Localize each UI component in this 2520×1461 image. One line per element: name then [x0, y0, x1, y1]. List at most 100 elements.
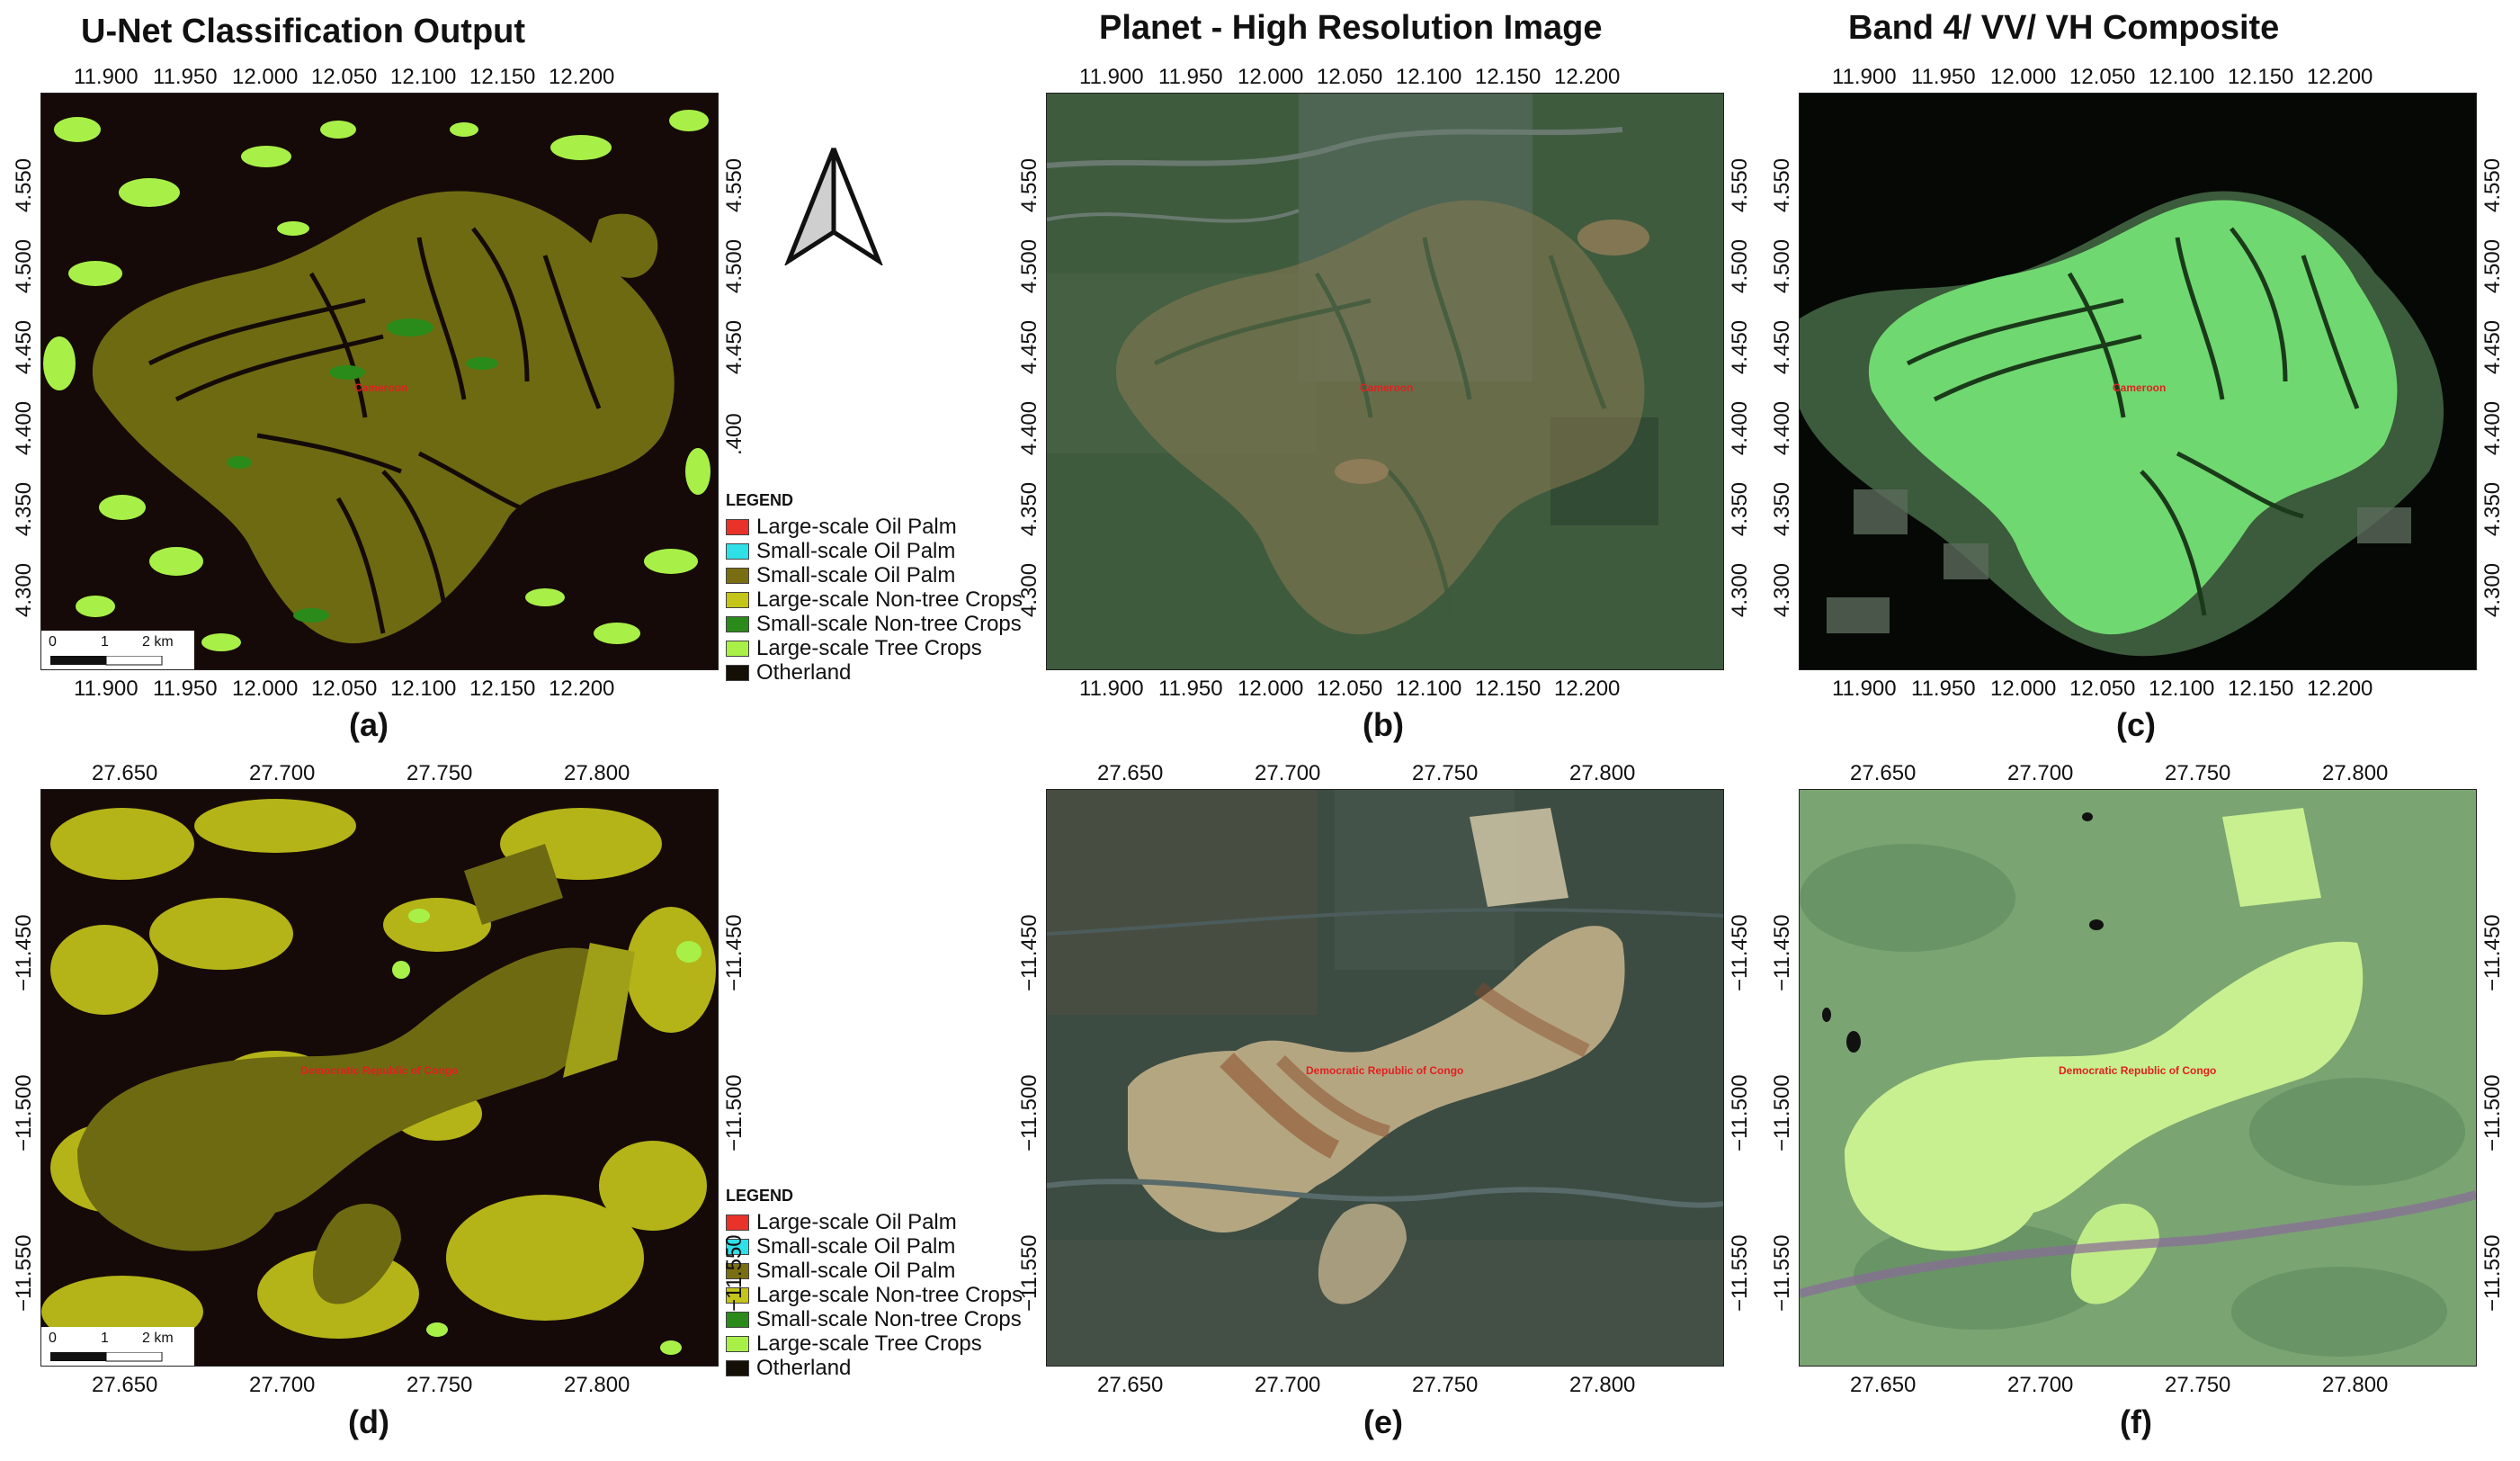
legend-label: Small-scale Oil Palm	[756, 563, 956, 587]
lat-tick-left: 4.350	[1770, 481, 1794, 536]
legend-label: Large-scale Non-tree Crops	[756, 1283, 1023, 1307]
lon-tick-top: 12.150	[469, 65, 536, 89]
lon-tick-bottom: 27.800	[1569, 1373, 1636, 1397]
lon-tick-bottom: 12.150	[2228, 677, 2294, 701]
lat-tick-left: −11.550	[12, 1234, 36, 1312]
lon-tick-top: 27.750	[407, 761, 473, 785]
lat-tick-right: 4.450	[722, 319, 746, 374]
lon-tick-top: 27.800	[1569, 761, 1636, 785]
lat-tick-left: 4.400	[12, 400, 36, 455]
lon-tick-bottom: 12.100	[390, 677, 457, 701]
lon-tick-top: 11.900	[1832, 65, 1897, 89]
lon-tick-bottom: 12.200	[549, 677, 615, 701]
legend-item: Large-scale Non-tree Crops	[726, 587, 1023, 612]
title-unet: U-Net Classification Output	[81, 13, 526, 50]
place-label-cameroon-a: Cameroon	[354, 381, 408, 394]
lon-tick-bottom: 11.900	[74, 677, 139, 701]
lon-tick-bottom: 12.150	[469, 677, 536, 701]
lat-tick-right: 4.550	[2480, 157, 2505, 212]
lon-tick-bottom: 12.050	[2069, 677, 2136, 701]
legend-items: Large-scale Oil Palm Small-scale Oil Palm…	[726, 515, 1023, 685]
lon-tick-bottom: 27.750	[407, 1373, 473, 1397]
lat-tick-right: 4.400	[1728, 400, 1752, 455]
lon-tick-top: 12.100	[390, 65, 457, 89]
lat-tick-right: 4.500	[1728, 238, 1752, 293]
legend-swatch	[726, 1335, 749, 1352]
lat-tick-right: −11.550	[722, 1234, 746, 1312]
lon-tick-bottom: 12.100	[2149, 677, 2215, 701]
lon-tick-top: 11.950	[153, 65, 218, 89]
place-label-drc-d: Democratic Republic of Congo	[300, 1064, 459, 1077]
map-composite-cameroon: Cameroon	[1799, 93, 2477, 670]
legend-item: Small-scale Non-tree Crops	[726, 1307, 1023, 1331]
lat-tick-right: 4.550	[722, 157, 746, 212]
lon-tick-bottom: 11.950	[153, 677, 218, 701]
lat-tick-left: −11.500	[12, 1074, 36, 1152]
legend-swatch	[726, 1214, 749, 1231]
lat-tick-left: −11.500	[1017, 1074, 1041, 1152]
place-label-drc-e: Democratic Republic of Congo	[1306, 1064, 1464, 1077]
panel-label-c: (c)	[2116, 706, 2156, 743]
lon-tick-bottom: 27.700	[249, 1373, 316, 1397]
lon-tick-top: 12.100	[2149, 65, 2215, 89]
legend-item: Large-scale Oil Palm	[726, 515, 1023, 539]
title-planet: Planet - High Resolution Image	[1099, 9, 1603, 47]
lon-tick-top: 12.200	[2307, 65, 2373, 89]
lat-tick-left: 4.500	[12, 238, 36, 293]
lon-tick-bottom: 27.700	[1255, 1373, 1321, 1397]
lon-tick-top: 27.750	[1412, 761, 1479, 785]
lon-tick-top: 27.650	[92, 761, 158, 785]
lon-tick-top: 27.800	[564, 761, 630, 785]
place-label-cameroon-c: Cameroon	[2113, 381, 2167, 394]
legend-label: Small-scale Non-tree Crops	[756, 612, 1022, 636]
legend-swatch	[726, 1286, 749, 1304]
lon-tick-top: 12.050	[1317, 65, 1383, 89]
place-label-cameroon-b: Cameroon	[1360, 381, 1414, 394]
legend-swatch	[726, 591, 749, 608]
lat-tick-left: −11.550	[1770, 1234, 1794, 1312]
lat-tick-left: 4.500	[1017, 238, 1041, 293]
lat-tick-left: 4.300	[1770, 562, 1794, 617]
lat-tick-right: −11.450	[1728, 914, 1752, 991]
legend-label: Small-scale Oil Palm	[756, 1259, 956, 1283]
legend-label: Small-scale Oil Palm	[756, 539, 956, 563]
lat-tick-left: 4.550	[1770, 157, 1794, 212]
lon-tick-top: 27.750	[2165, 761, 2231, 785]
lon-tick-bottom: 27.750	[2165, 1373, 2231, 1397]
lon-tick-bottom: 27.650	[1097, 1373, 1164, 1397]
lon-tick-bottom: 12.100	[1396, 677, 1462, 701]
lat-tick-left: 4.400	[1770, 400, 1794, 455]
legend-item: Large-scale Tree Crops	[726, 636, 1023, 660]
legend-row2: LEGEND Large-scale Oil Palm Small-scale O…	[726, 1184, 1023, 1380]
legend-label: Large-scale Oil Palm	[756, 515, 957, 539]
legend-label: Large-scale Non-tree Crops	[756, 587, 1023, 612]
lon-tick-top: 12.000	[1990, 65, 2057, 89]
legend-item: Small-scale Oil Palm	[726, 1259, 1023, 1283]
legend-item: Large-scale Oil Palm	[726, 1210, 1023, 1234]
lat-tick-left: 4.300	[1017, 562, 1041, 617]
lon-tick-top: 12.200	[1554, 65, 1621, 89]
lon-tick-bottom: 11.950	[1158, 677, 1223, 701]
lon-tick-top: 12.200	[549, 65, 615, 89]
legend-swatch	[726, 664, 749, 681]
legend-item: Small-scale Non-tree Crops	[726, 612, 1023, 636]
lon-tick-bottom: 27.800	[2322, 1373, 2389, 1397]
scale-bar-d: 0 1 2 km	[41, 1327, 194, 1366]
lat-tick-right: −11.500	[722, 1074, 746, 1152]
scale-label-1: 1	[101, 1331, 109, 1346]
lat-tick-right: 4.500	[2480, 238, 2505, 293]
lat-tick-left: −11.450	[1017, 914, 1041, 991]
lat-tick-right: −11.500	[2480, 1074, 2505, 1152]
legend-label: Large-scale Oil Palm	[756, 1210, 957, 1234]
title-composite: Band 4/ VV/ VH Composite	[1848, 9, 2280, 47]
lon-tick-bottom: 27.800	[564, 1373, 630, 1397]
lat-tick-left: 4.450	[12, 319, 36, 374]
legend-swatch	[726, 1311, 749, 1328]
lon-tick-bottom: 27.650	[92, 1373, 158, 1397]
lon-tick-top: 11.950	[1158, 65, 1223, 89]
legend-swatch	[726, 1262, 749, 1279]
scale-bar-a: 0 1 2 km	[41, 631, 194, 669]
panel-label-d: (d)	[348, 1403, 389, 1440]
lat-tick-right: −11.450	[722, 914, 746, 991]
map-unet-cameroon: Cameroon 0 1 2 km	[40, 93, 719, 670]
